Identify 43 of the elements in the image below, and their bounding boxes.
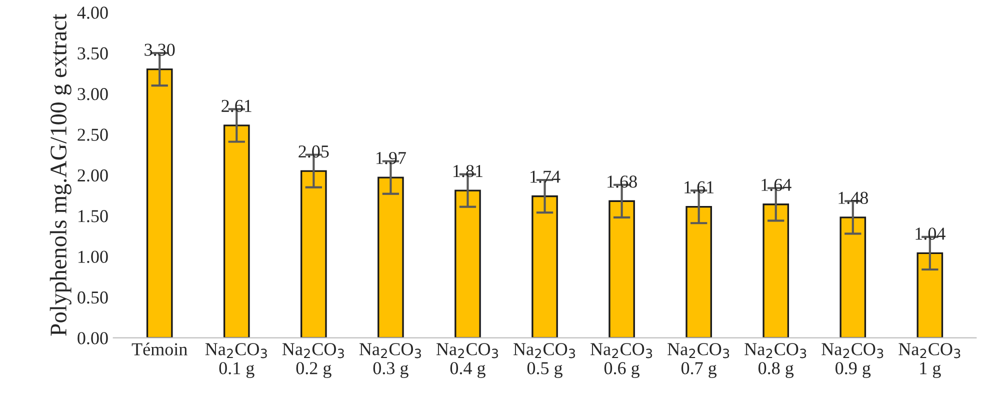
y-axis-title: Polyphenols mg.AG/100 g extract bbox=[50, 14, 72, 336]
x-tick-label: Na$_{2}$CO$_{3}$ 0.4 g bbox=[436, 343, 498, 378]
y-tick-label: 1.00 bbox=[78, 250, 108, 263]
y-tick-label: 2.00 bbox=[78, 169, 108, 182]
data-label: 1.61 bbox=[684, 181, 714, 194]
x-tick-label: Na$_{2}$CO$_{3}$ 0.3 g bbox=[359, 343, 421, 378]
y-tick-label: 0.00 bbox=[78, 332, 108, 344]
bar bbox=[300, 170, 327, 338]
x-tick-label: Na$_{2}$CO$_{3}$ 0.2 g bbox=[282, 343, 344, 378]
data-label: 2.05 bbox=[298, 145, 329, 158]
data-label: 1.04 bbox=[916, 228, 946, 240]
data-label: 1.81 bbox=[454, 164, 482, 178]
x-tick-label: Na$_{2}$CO$_{3}$ 0.7 g bbox=[668, 343, 730, 378]
bar bbox=[840, 216, 866, 338]
x-tick-label: Na$_{2}$CO$_{3}$ 0.1 g bbox=[205, 343, 267, 378]
data-label: 3.30 bbox=[144, 44, 175, 56]
x-tick-label: Na$_{2}$CO$_{3}$ 0.8 g bbox=[744, 343, 806, 378]
data-label: 1.68 bbox=[608, 176, 637, 188]
data-label: 1.64 bbox=[762, 178, 792, 192]
bar bbox=[762, 204, 790, 338]
x-tick-label: Témoin bbox=[132, 342, 188, 356]
bar bbox=[378, 176, 404, 338]
bar bbox=[916, 252, 944, 338]
x-tick-label: Na$_{2}$CO$_{3}$ 0.5 g bbox=[514, 343, 576, 378]
y-tick-label: 2.50 bbox=[78, 128, 108, 141]
y-tick-label: 0.50 bbox=[78, 291, 108, 304]
x-tick-label: Na$_{2}$CO$_{3}$ 0.6 g bbox=[590, 343, 652, 378]
bar bbox=[223, 124, 250, 338]
bar bbox=[608, 200, 635, 338]
bar bbox=[686, 206, 712, 338]
data-label: 1.97 bbox=[376, 152, 406, 164]
bar bbox=[532, 195, 558, 338]
data-label: 1.48 bbox=[838, 192, 868, 204]
x-tick-label: Na$_{2}$CO$_{3}$ 1 g bbox=[898, 343, 960, 378]
bar bbox=[454, 190, 481, 338]
y-tick-label: 3.50 bbox=[78, 47, 108, 60]
y-tick-label: 3.00 bbox=[78, 88, 108, 100]
bar bbox=[146, 68, 173, 338]
data-label: 2.61 bbox=[222, 100, 252, 112]
x-tick-label: Na$_{2}$CO$_{3}$ 0.9 g bbox=[822, 343, 884, 378]
y-tick-label: 1.50 bbox=[78, 210, 108, 222]
y-tick-label: 4.00 bbox=[77, 6, 108, 19]
data-label: 1.74 bbox=[530, 170, 560, 183]
